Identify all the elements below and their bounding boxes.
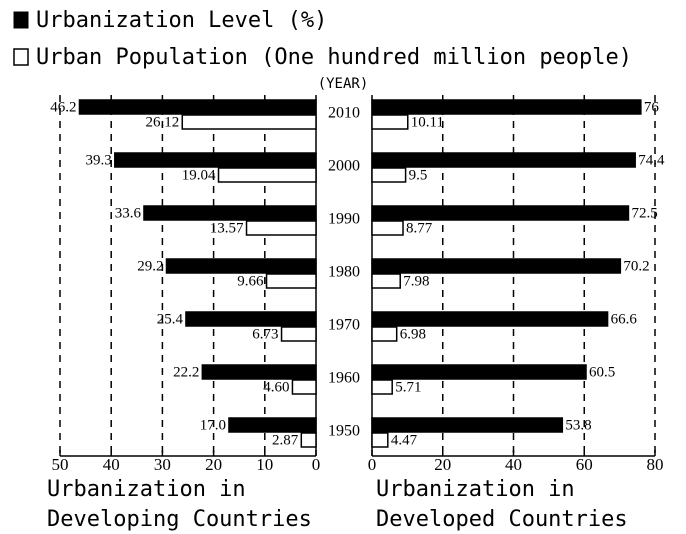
x-tick-label: 0	[312, 455, 321, 474]
value-label: 6.73	[252, 326, 278, 342]
bar	[291, 379, 317, 395]
legend-swatch-level	[13, 11, 29, 29]
category-label: 2000	[328, 158, 360, 175]
bar	[280, 326, 317, 342]
value-label: 46.2	[50, 99, 76, 115]
bar	[371, 311, 609, 327]
bar	[265, 273, 317, 289]
value-label: 4.60	[263, 379, 289, 395]
bar	[371, 205, 630, 221]
bar	[245, 220, 317, 236]
x-tick-label: 20	[205, 455, 222, 474]
value-label: 17.0	[200, 417, 226, 433]
value-label: 9.5	[409, 167, 428, 183]
value-label: 29.2	[137, 258, 163, 274]
value-label: 4.47	[391, 432, 418, 448]
panel-title: Urbanization in	[47, 477, 246, 502]
legend-label: Urban Population (One hundred million pe…	[36, 45, 632, 70]
x-tick-label: 80	[647, 455, 664, 474]
value-label: 13.57	[210, 220, 244, 236]
x-tick-label: 0	[368, 455, 377, 474]
value-label: 26.12	[146, 114, 180, 130]
bar	[300, 432, 317, 448]
x-tick-label: 40	[103, 455, 120, 474]
value-label: 10.11	[411, 114, 444, 130]
x-tick-label: 30	[154, 455, 171, 474]
x-tick-label: 60	[576, 455, 593, 474]
bar	[201, 364, 317, 380]
value-label: 8.77	[406, 220, 433, 236]
value-label: 70.2	[623, 258, 649, 274]
bar	[228, 417, 317, 433]
value-label: 39.3	[86, 152, 112, 168]
bar	[371, 152, 636, 168]
value-label: 66.6	[611, 311, 638, 327]
category-label: 1950	[328, 423, 360, 440]
bar	[217, 167, 317, 183]
value-label: 6.98	[400, 326, 426, 342]
bar	[371, 326, 398, 342]
bar	[114, 152, 317, 168]
category-axis-label: (YEAR)	[318, 76, 369, 92]
legend-label: Urbanization Level (%)	[36, 8, 327, 33]
bar	[371, 379, 393, 395]
bar	[371, 220, 404, 236]
x-tick-label: 50	[52, 455, 69, 474]
value-label: 5.71	[395, 379, 421, 395]
bar	[143, 205, 317, 221]
category-label: 1970	[328, 317, 360, 334]
category-label: 1990	[328, 211, 360, 228]
value-label: 76	[644, 99, 660, 115]
panel-title: Developing Countries	[47, 507, 312, 532]
bar	[371, 364, 587, 380]
category-label: 1960	[328, 370, 360, 387]
value-label: 9.66	[237, 273, 264, 289]
value-label: 33.6	[115, 205, 142, 221]
bar	[371, 167, 407, 183]
category-label: 2010	[328, 105, 360, 122]
bar	[371, 114, 409, 130]
x-tick-label: 40	[505, 455, 522, 474]
value-label: 25.4	[157, 311, 184, 327]
x-tick-label: 20	[434, 455, 451, 474]
value-label: 22.2	[173, 364, 199, 380]
bar	[165, 258, 317, 274]
bar	[371, 432, 389, 448]
value-label: 2.87	[272, 432, 299, 448]
x-tick-label: 10	[256, 455, 273, 474]
legend-swatch-population	[13, 48, 29, 66]
value-label: 53.8	[565, 417, 591, 433]
bar	[185, 311, 317, 327]
bar	[371, 417, 564, 433]
bar	[371, 273, 401, 289]
panel-title: Developed Countries	[376, 507, 628, 532]
value-label: 19.04	[182, 167, 216, 183]
panel-title: Urbanization in	[376, 477, 575, 502]
value-label: 74.4	[638, 152, 665, 168]
value-label: 60.5	[589, 364, 615, 380]
category-label: 1980	[328, 264, 360, 281]
bar	[78, 99, 317, 115]
bar	[371, 258, 622, 274]
bar	[371, 99, 642, 115]
value-label: 72.5	[631, 205, 657, 221]
value-label: 7.98	[403, 273, 429, 289]
bar	[181, 114, 317, 130]
